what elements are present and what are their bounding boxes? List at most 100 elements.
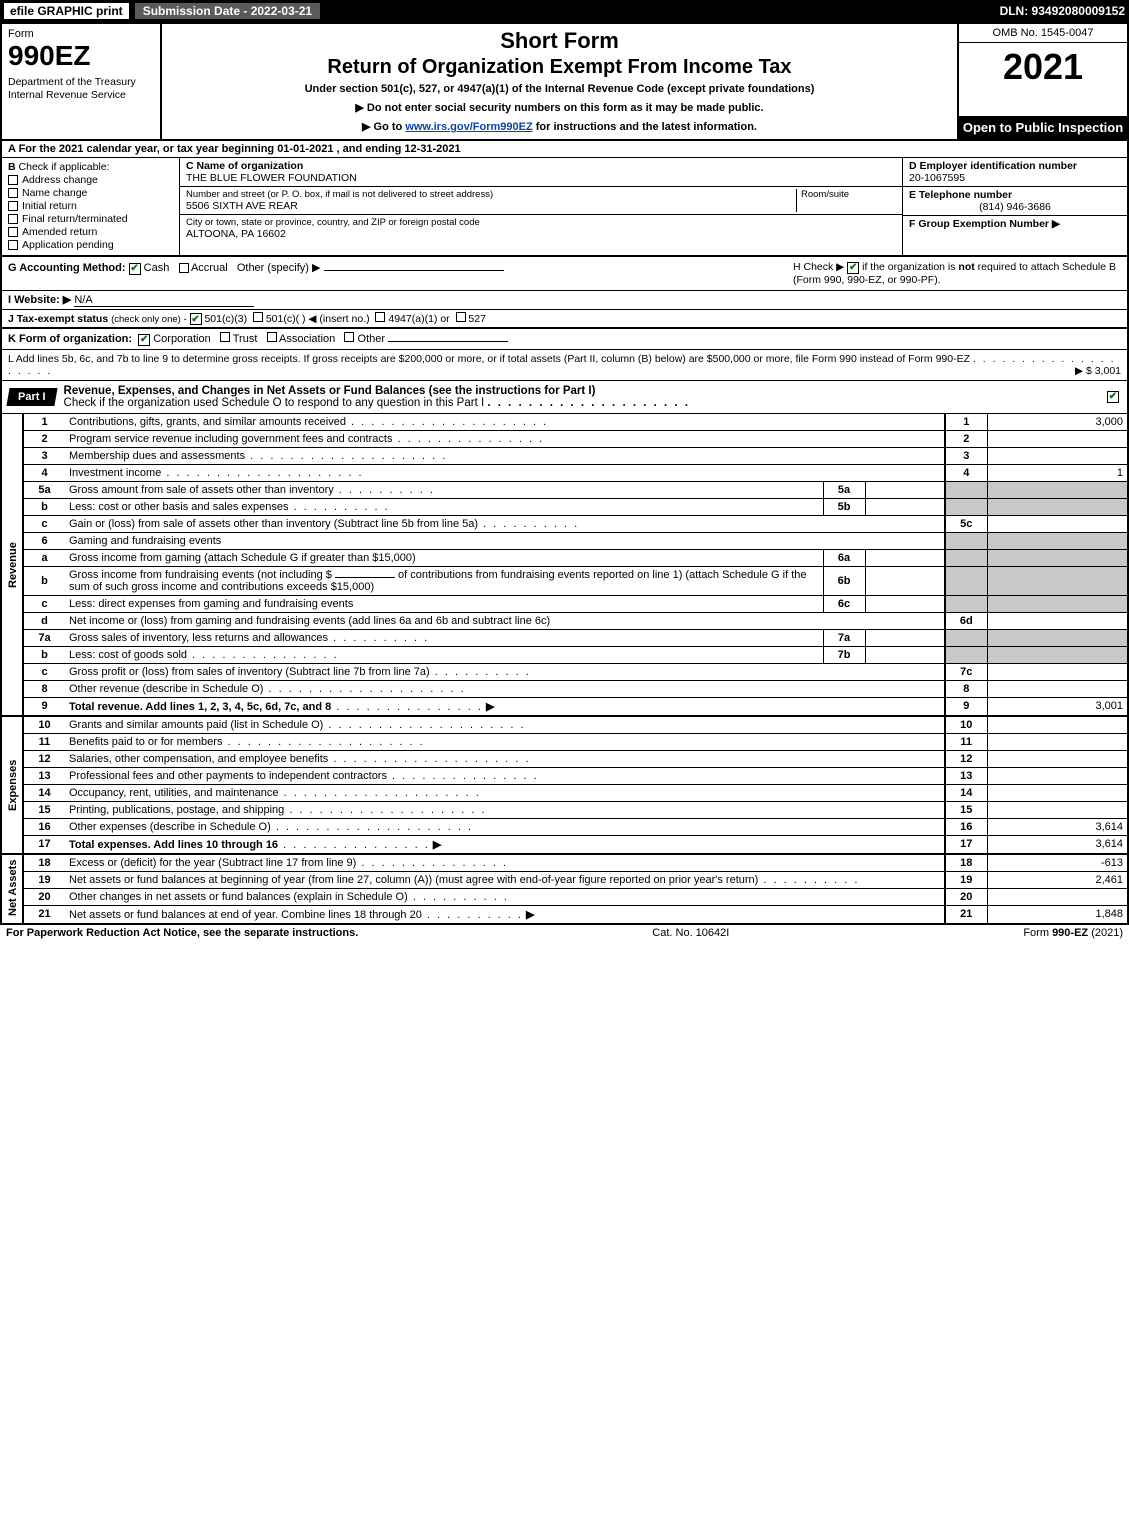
chk-part1-schedule-o[interactable]: [1107, 391, 1119, 403]
form-container: Form 990EZ Department of the Treasury In…: [0, 22, 1129, 925]
l4-num: 4: [23, 464, 65, 481]
goto-post: for instructions and the latest informat…: [533, 121, 757, 133]
l19-num: 19: [23, 871, 65, 888]
chk-h[interactable]: [847, 262, 859, 274]
irs-link[interactable]: www.irs.gov/Form990EZ: [405, 121, 532, 133]
l11-num: 11: [23, 733, 65, 750]
l6b-rn-shaded: [945, 566, 987, 595]
l6b-mn: 6b: [823, 566, 865, 595]
chk-final-return[interactable]: Final return/terminated: [8, 213, 173, 225]
chk-association[interactable]: [267, 332, 277, 342]
chk-other-org[interactable]: [344, 332, 354, 342]
omb-number: OMB No. 1545-0047: [959, 24, 1127, 43]
l7a-mn: 7a: [823, 629, 865, 646]
l-row: L Add lines 5b, 6c, and 7b to line 9 to …: [2, 350, 1127, 381]
col-b: B Check if applicable: Address change Na…: [2, 158, 180, 255]
chk-trust[interactable]: [220, 332, 230, 342]
l6b-desc1: Gross income from fundraising events (no…: [69, 569, 332, 581]
line-18: Net Assets 18 Excess or (deficit) for th…: [2, 854, 1127, 872]
line-6b: b Gross income from fundraising events (…: [2, 566, 1127, 595]
l8-rn: 8: [945, 680, 987, 697]
l6b-rv-shaded: [987, 566, 1127, 595]
l1-desc: Contributions, gifts, grants, and simila…: [69, 416, 346, 428]
l3-desc: Membership dues and assessments: [69, 450, 245, 462]
chk-amended-return-label: Amended return: [22, 226, 97, 238]
g-other: Other (specify) ▶: [237, 262, 321, 274]
l18-desc: Excess or (deficit) for the year (Subtra…: [69, 857, 356, 869]
goto-line: ▶ Go to www.irs.gov/Form990EZ for instru…: [168, 120, 951, 133]
l18-num: 18: [23, 854, 65, 872]
k-other-input[interactable]: [388, 341, 508, 342]
chk-address-change[interactable]: Address change: [8, 174, 173, 186]
chk-application-pending[interactable]: Application pending: [8, 239, 173, 251]
h-text4: (Form 990, 990-EZ, or 990-PF).: [793, 274, 941, 286]
chk-name-change[interactable]: Name change: [8, 187, 173, 199]
l5b-num: b: [23, 498, 65, 515]
chk-501c[interactable]: [253, 312, 263, 322]
l6c-rv-shaded: [987, 595, 1127, 612]
j-o2: 501(c)( ) ◀ (insert no.): [266, 313, 370, 325]
g-block: G Accounting Method: Cash Accrual Other …: [2, 257, 787, 290]
l10-rn: 10: [945, 716, 987, 734]
city-label: City or town, state or province, country…: [186, 217, 896, 228]
footer-left: For Paperwork Reduction Act Notice, see …: [6, 927, 358, 939]
k-o3: Association: [279, 333, 335, 345]
g-other-input[interactable]: [324, 270, 504, 271]
l21-num: 21: [23, 905, 65, 923]
line-1: Revenue 1 Contributions, gifts, grants, …: [2, 414, 1127, 431]
l9-rv: 3,001: [987, 697, 1127, 716]
l8-rv: [987, 680, 1127, 697]
l15-rv: [987, 801, 1127, 818]
l14-num: 14: [23, 784, 65, 801]
line-5c: c Gain or (loss) from sale of assets oth…: [2, 515, 1127, 532]
l5a-mv: [865, 481, 945, 498]
l7a-desc: Gross sales of inventory, less returns a…: [69, 632, 328, 644]
info-block: B Check if applicable: Address change Na…: [2, 158, 1127, 257]
l7c-num: c: [23, 663, 65, 680]
g-accrual: Accrual: [191, 262, 228, 274]
chk-final-return-label: Final return/terminated: [22, 213, 128, 225]
l6d-desc: Net income or (loss) from gaming and fun…: [69, 615, 550, 627]
chk-501c3[interactable]: [190, 313, 202, 325]
l2-rn: 2: [945, 430, 987, 447]
l20-desc: Other changes in net assets or fund bala…: [69, 891, 408, 903]
l6b-blank[interactable]: [335, 577, 395, 578]
chk-4947[interactable]: [375, 312, 385, 322]
l5a-rv-shaded: [987, 481, 1127, 498]
footer-right: Form 990-EZ (2021): [1023, 927, 1123, 939]
chk-accrual[interactable]: [179, 263, 189, 273]
l15-num: 15: [23, 801, 65, 818]
chk-corporation[interactable]: [138, 334, 150, 346]
chk-cash[interactable]: [129, 263, 141, 275]
l6c-desc: Less: direct expenses from gaming and fu…: [69, 598, 353, 610]
chk-initial-return[interactable]: Initial return: [8, 200, 173, 212]
top-bar: efile GRAPHIC print Submission Date - 20…: [0, 0, 1129, 22]
l14-rv: [987, 784, 1127, 801]
l6a-desc: Gross income from gaming (attach Schedul…: [69, 552, 416, 564]
l13-desc: Professional fees and other payments to …: [69, 770, 387, 782]
side-netassets: Net Assets: [2, 854, 23, 923]
g-cash: Cash: [144, 262, 170, 274]
dln: DLN: 93492080009152: [1000, 4, 1125, 18]
l5a-desc: Gross amount from sale of assets other t…: [69, 484, 334, 496]
l15-rn: 15: [945, 801, 987, 818]
l19-desc: Net assets or fund balances at beginning…: [69, 874, 758, 886]
chk-527[interactable]: [456, 312, 466, 322]
l3-num: 3: [23, 447, 65, 464]
j-o3: 4947(a)(1) or: [388, 313, 449, 325]
line-6a: a Gross income from gaming (attach Sched…: [2, 549, 1127, 566]
website-value: N/A: [74, 294, 254, 307]
l7a-rn-shaded: [945, 629, 987, 646]
l21-rn: 21: [945, 905, 987, 923]
l11-rv: [987, 733, 1127, 750]
l-text: L Add lines 5b, 6c, and 7b to line 9 to …: [8, 353, 970, 365]
phone-value: (814) 946-3686: [909, 201, 1121, 213]
h-block: H Check ▶ if the organization is not req…: [787, 257, 1127, 290]
chk-amended-return[interactable]: Amended return: [8, 226, 173, 238]
l6d-num: d: [23, 612, 65, 629]
part1-dots: [487, 397, 690, 409]
h-text2: if the organization is: [862, 261, 958, 273]
l1-num: 1: [23, 414, 65, 431]
l5c-rv: [987, 515, 1127, 532]
l7a-num: 7a: [23, 629, 65, 646]
